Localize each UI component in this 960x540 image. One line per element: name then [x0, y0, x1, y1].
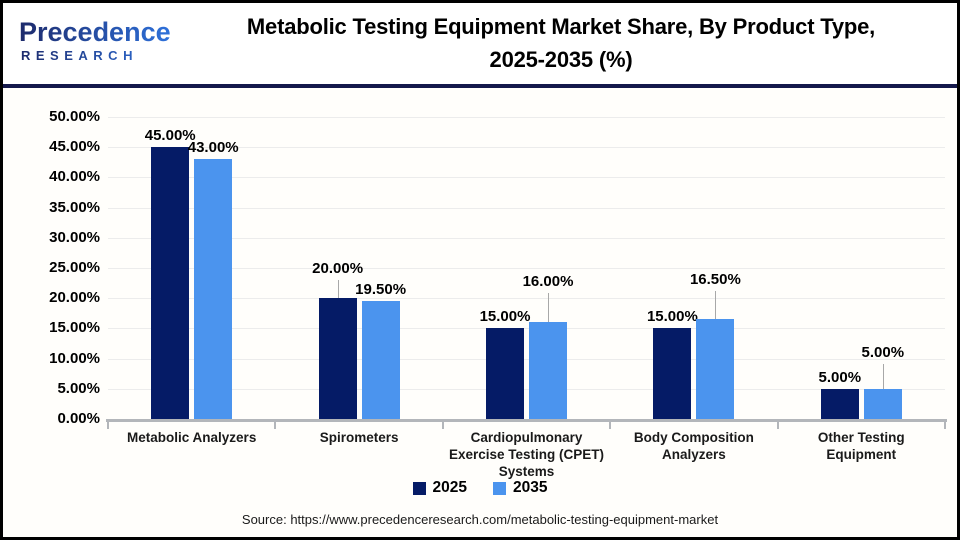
label-leader-line [337, 280, 339, 299]
gridline [108, 358, 945, 360]
chart-title: Metabolic Testing Equipment Market Share… [173, 10, 949, 76]
label-leader-line [882, 363, 884, 389]
bar-2035-4 [696, 319, 735, 419]
legend-label-2035: 2035 [513, 479, 548, 496]
bar-2035-1 [194, 159, 233, 419]
gridline [108, 177, 945, 179]
legend-item-2025: 2025 [412, 479, 467, 497]
bar-2035-3 [529, 322, 567, 419]
bar-value-label: 16.50% [689, 271, 741, 289]
bar-value-label: 19.50% [355, 281, 407, 299]
bar-2035-2 [361, 301, 400, 419]
gridline [108, 117, 945, 118]
y-axis-tick-label: 15.00% [49, 319, 100, 337]
legend-item-2035: 2035 [493, 479, 547, 497]
y-axis-tick-label: 30.00% [49, 228, 100, 246]
x-axis-category-label: Cardiopulmonary Exercise Testing (CPET) Sy… [437, 429, 617, 480]
y-axis-tick-label: 50.00% [49, 108, 100, 125]
bar-value-label: 15.00% [479, 308, 531, 326]
y-axis-tick-label: 25.00% [49, 259, 100, 276]
bar-value-label: 45.00% [144, 127, 196, 145]
x-axis-category-label-line: Other Testing [817, 430, 905, 445]
x-axis-tick [776, 422, 779, 429]
precedence-research-logo: Precedence RESEARCH [19, 17, 171, 63]
bar-2025-3 [486, 328, 524, 419]
y-axis-tick-label: 10.00% [49, 349, 100, 367]
gridline [108, 147, 945, 149]
bar-value-label: 16.00% [522, 273, 574, 291]
label-leader-line [548, 293, 549, 323]
x-axis-category-label-line: Spirometers [319, 430, 399, 445]
gridline [108, 328, 945, 330]
bar-2025-5 [820, 388, 859, 419]
bar-value-label: 20.00% [312, 260, 364, 278]
x-axis-tick [107, 422, 109, 429]
bar-value-label: 5.00% [861, 343, 905, 361]
bar-2025-1 [151, 147, 190, 419]
gridline [108, 388, 945, 390]
logo-wordmark: Precedence [19, 17, 171, 47]
x-axis-category-label: Other Testing Equipment [771, 429, 951, 463]
bar-2025-2 [318, 298, 357, 419]
logo-subtitle: RESEARCH [19, 48, 171, 63]
x-axis-category-label: Metabolic Analyzers [102, 429, 282, 446]
x-axis-tick [274, 422, 277, 429]
legend-swatch-2035 [493, 481, 506, 495]
x-axis-category-label-line: Systems [498, 464, 555, 479]
y-axis-tick-label: 45.00% [49, 138, 100, 156]
legend-label-2025: 2025 [432, 479, 467, 496]
bar-value-label: 5.00% [818, 368, 862, 386]
y-axis-tick-label: 35.00% [49, 198, 100, 216]
bar-value-label: 43.00% [187, 139, 239, 157]
y-axis-tick-label: 0.00% [57, 410, 100, 427]
y-axis-tick-label: 40.00% [49, 168, 100, 186]
x-axis-category-label-line: Equipment [826, 447, 897, 462]
bar-value-label: 15.00% [646, 308, 698, 326]
x-axis-category-label-line: Body Composition [633, 430, 754, 445]
bar-chart: 2025 2035 Source: https://www.precedencer… [3, 88, 957, 537]
y-axis-tick-label: 20.00% [49, 289, 100, 307]
x-axis-category-label-line: Analyzers [661, 447, 726, 462]
bar-2035-5 [863, 388, 902, 419]
x-axis-category-label-line: Cardiopulmonary [470, 430, 583, 445]
gridline [108, 207, 945, 209]
gridline [108, 237, 945, 239]
header: Precedence RESEARCH Metabolic Testing Eq… [3, 3, 957, 84]
y-axis-tick-label: 5.00% [57, 379, 100, 397]
x-axis-category-label-line: Exercise Testing (CPET) [448, 447, 605, 462]
gridline [108, 268, 945, 269]
x-axis-category-label: Spirometers [269, 429, 449, 446]
x-axis-category-label-line: Metabolic Analyzers [127, 430, 257, 445]
bar-2025-4 [653, 328, 692, 419]
chart-legend: 2025 2035 [3, 479, 957, 497]
chart-title-line2: 2025-2035 (%) [489, 47, 633, 72]
label-leader-line [715, 291, 717, 320]
x-axis-tick [609, 422, 612, 429]
gridline [108, 298, 945, 300]
x-axis-line [106, 419, 947, 422]
x-axis-category-label: Body Composition Analyzers [604, 429, 784, 463]
x-axis-tick [944, 422, 946, 429]
x-axis-tick [441, 422, 444, 429]
source-text: Source: https://www.precedenceresearch.c… [241, 512, 719, 527]
chart-title-line1: Metabolic Testing Equipment Market Share… [246, 14, 876, 39]
legend-swatch-2025 [412, 481, 426, 495]
header-divider [3, 84, 957, 88]
